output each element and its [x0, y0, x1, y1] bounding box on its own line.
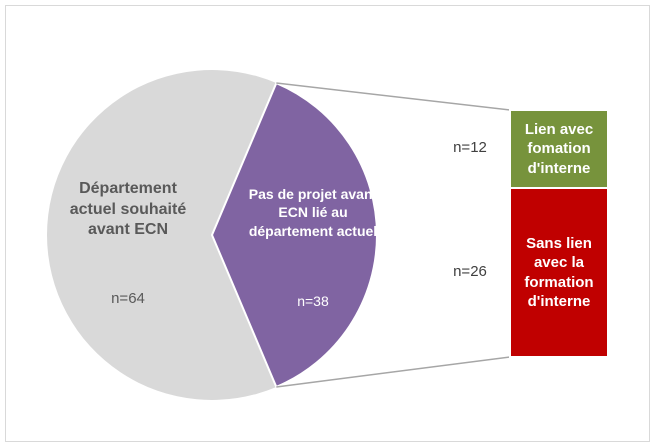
value-label: n=12 — [453, 139, 487, 156]
connector-line — [276, 356, 511, 388]
slice-label: Département actuel souhaité avant ECN — [69, 179, 187, 239]
bar-label: Lien avec fomation d'interne — [524, 120, 594, 177]
bar-segment — [509, 187, 609, 358]
bar-label: Sans lien avec la formation d'interne — [524, 234, 594, 311]
slice-label: Pas de projet avant ECN lié au départeme… — [248, 186, 378, 239]
pie-slice — [46, 69, 277, 400]
value-label: n=38 — [297, 293, 329, 309]
connector-line — [276, 82, 511, 111]
frame — [5, 5, 650, 442]
pie-slice — [210, 81, 378, 389]
value-label: n=26 — [453, 262, 487, 280]
bar-segment — [509, 109, 609, 189]
value-label: n=64 — [111, 290, 145, 307]
